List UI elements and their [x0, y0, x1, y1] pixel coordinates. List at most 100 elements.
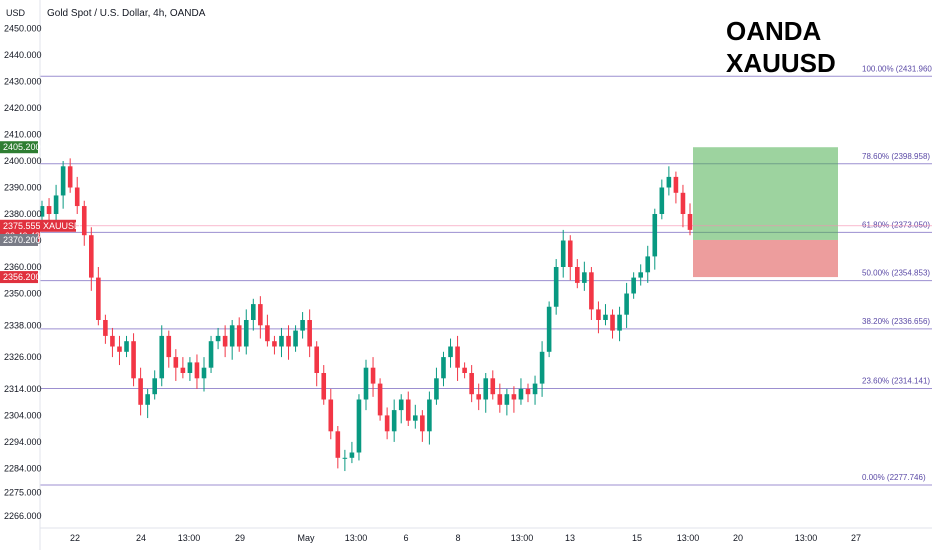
candle-body: [96, 277, 101, 320]
candle-body: [335, 431, 341, 458]
profit-zone[interactable]: [693, 147, 838, 240]
watermark-exchange: OANDA: [726, 16, 822, 46]
candle-body: [187, 362, 193, 373]
candle-body: [251, 304, 256, 320]
price-badge: [0, 271, 38, 284]
currency-label: USD: [6, 8, 26, 18]
candle-body: [645, 256, 651, 273]
price-tick-label: 2440.000: [4, 50, 42, 60]
candle-body: [53, 195, 59, 214]
candle-body: [349, 452, 355, 458]
price-badge-value: 2370.200: [3, 235, 41, 245]
stop-zone[interactable]: [693, 239, 838, 278]
candle-body: [201, 367, 207, 379]
candle-body: [124, 341, 129, 352]
time-tick-label: 6: [403, 533, 408, 543]
price-axis[interactable]: 2450.000 2440.000 2430.000 2420.000 2410.000…: [4, 0, 42, 550]
time-tick-label: 13:00: [795, 533, 818, 543]
price-tick-label: 2338.000: [4, 320, 42, 330]
candle-body: [462, 367, 467, 373]
candle-body: [511, 394, 517, 400]
candle-body: [490, 378, 496, 395]
candle-body: [420, 415, 425, 432]
candle-body: [405, 399, 411, 421]
candle-body: [652, 214, 658, 257]
time-axis[interactable]: 22 24 13:00 29 May 13:00 6 8 13:00 13 15 13:00 20 13:…: [40, 527, 932, 543]
candle-body: [413, 415, 418, 421]
fib-level-label: 0.00% (2277.746): [862, 473, 926, 482]
candle-body: [497, 394, 503, 405]
candle-body: [659, 187, 665, 214]
candle-body: [391, 410, 397, 432]
time-tick-label: 13:00: [511, 533, 534, 543]
candle-body: [377, 383, 383, 416]
candle-body: [638, 272, 643, 278]
candle-body: [215, 335, 221, 342]
time-tick-label: 13:00: [345, 533, 368, 543]
candle-body: [342, 457, 348, 459]
candle-body: [384, 415, 390, 432]
candle-body: [525, 388, 531, 395]
candle-body: [194, 362, 200, 379]
candle-body: [680, 192, 686, 214]
candle-body: [398, 399, 404, 411]
candle-body: [258, 304, 263, 326]
candle-body: [476, 394, 481, 400]
candle-body: [60, 166, 66, 196]
time-tick-label: 20: [733, 533, 743, 543]
candle-body: [131, 341, 136, 379]
price-tick-label: 2400.000: [4, 156, 42, 166]
price-tick-label: 2294.000: [4, 437, 42, 447]
candle-body: [145, 394, 150, 405]
candle-body: [293, 330, 298, 347]
price-tick-label: 2326.000: [4, 352, 42, 362]
fib-level-label: 50.00% (2354.853): [862, 269, 930, 278]
candle-body: [67, 166, 73, 188]
candle-body: [89, 235, 94, 278]
candle-body: [208, 341, 214, 368]
time-tick-label: 13:00: [178, 533, 201, 543]
candlestick-series: [39, 158, 693, 472]
fib-level-label: 78.60% (2398.958): [862, 152, 930, 161]
candle-body: [483, 378, 489, 400]
long-position-tool[interactable]: [40, 147, 932, 278]
price-badge: [0, 141, 38, 154]
candle-body: [166, 335, 172, 358]
time-tick-label: 15: [632, 533, 642, 543]
candle-body: [180, 367, 186, 373]
candle-body: [300, 320, 305, 331]
candle-body: [110, 335, 115, 347]
time-tick-label: 27: [851, 533, 861, 543]
price-tick-label: 2314.000: [4, 384, 42, 394]
time-tick-label: May: [297, 533, 315, 543]
price-tick-label: 2304.000: [4, 410, 42, 420]
price-tick-label: 2275.000: [4, 487, 42, 497]
candle-body: [321, 373, 327, 400]
fib-level-label: 100.00% (2431.960): [862, 64, 932, 73]
candle-body: [39, 206, 45, 217]
candle-body: [673, 176, 679, 193]
candle-body: [631, 277, 636, 294]
candle-body: [243, 320, 249, 347]
price-tick-label: 2390.000: [4, 183, 42, 193]
candle-body: [279, 335, 284, 347]
price-badge: [0, 233, 38, 246]
candle-body: [546, 306, 552, 352]
price-badge-value: 2375.555: [3, 221, 41, 231]
candle-body: [117, 346, 122, 352]
symbol-badge: [40, 219, 76, 232]
price-tick-label: 2410.000: [4, 130, 42, 140]
candle-body: [455, 346, 460, 368]
watermark-symbol: XAUUSD: [726, 48, 836, 78]
candle-body: [222, 335, 228, 347]
candle-body: [589, 272, 594, 310]
candle-body: [687, 214, 693, 230]
candle-body: [539, 351, 545, 384]
price-tick-label: 2430.000: [4, 77, 42, 87]
price-tick-label: 2266.000: [4, 511, 42, 521]
price-tick-label: 2420.000: [4, 103, 42, 113]
candle-body: [582, 272, 587, 283]
price-tick-label: 2284.000: [4, 463, 42, 473]
candle-body: [46, 206, 52, 214]
